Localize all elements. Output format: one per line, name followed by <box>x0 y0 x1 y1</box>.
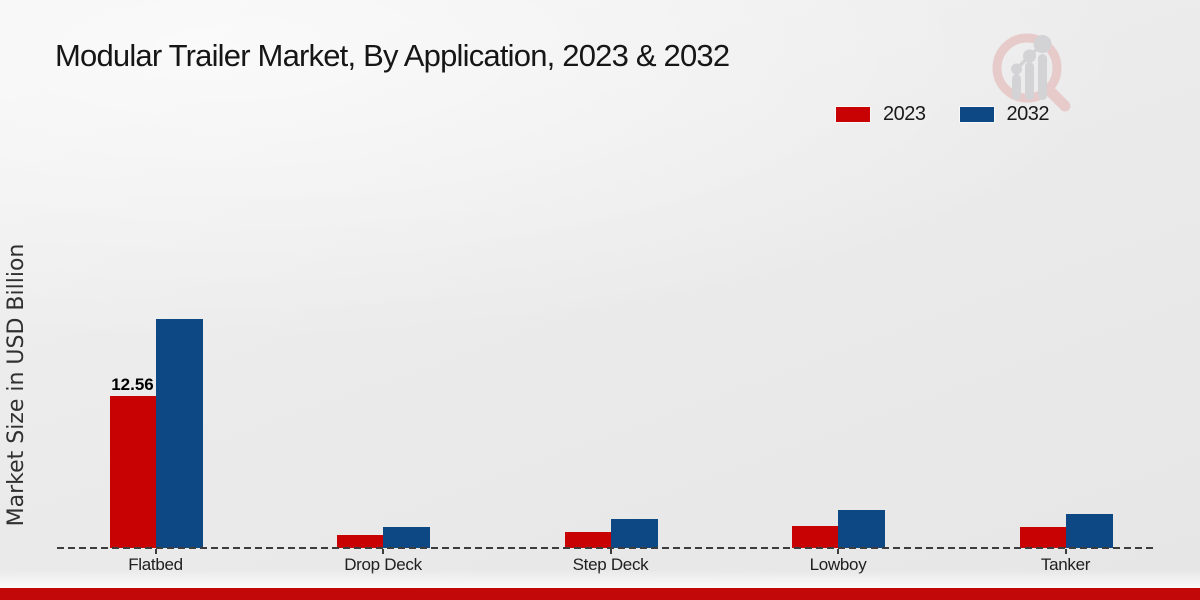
bar-2032-step-deck <box>610 519 658 548</box>
bar-2032-flatbed <box>155 319 203 548</box>
magnifier-bar-chart-logo-icon <box>992 33 1071 112</box>
legend-label-2032: 2032 <box>1006 103 1050 125</box>
category-label-drop-deck: Drop Deck <box>344 555 422 574</box>
x-axis-tick <box>609 549 612 554</box>
bar-2032-lowboy <box>838 510 885 548</box>
category-label-flatbed: Flatbed <box>128 555 183 574</box>
bar-2023-tanker <box>1019 527 1066 548</box>
legend-label-2023: 2023 <box>883 103 926 125</box>
x-axis-baseline <box>57 547 1157 549</box>
bar-2023-lowboy <box>792 526 838 548</box>
bar-2023-flatbed <box>109 396 156 548</box>
x-axis-tick <box>154 549 157 554</box>
bar-2023-step-deck <box>564 532 611 548</box>
bar-value-label: 12.56 <box>111 375 154 394</box>
legend-swatch-2032 <box>959 107 994 122</box>
x-axis-tick <box>837 549 839 554</box>
bar-2023-drop-deck <box>337 535 383 548</box>
legend: 2023 2032 <box>836 103 1049 126</box>
bar-2032-tanker <box>1065 514 1113 548</box>
brand-accent-bar <box>0 588 1200 600</box>
category-label-lowboy: Lowboy <box>809 555 867 574</box>
bar-2032-drop-deck <box>383 527 430 548</box>
category-label-step-deck: Step Deck <box>572 555 649 574</box>
x-axis-tick <box>382 549 384 554</box>
legend-swatch-2023 <box>836 107 870 122</box>
legend-item-2032: 2032 <box>959 103 1050 126</box>
legend-item-2023: 2023 <box>836 103 926 126</box>
category-label-tanker: Tanker <box>1040 555 1091 574</box>
x-axis-tick <box>1064 549 1067 554</box>
bottom-highlight-strip <box>0 570 1200 588</box>
chart-title: Modular Trailer Market, By Application, … <box>55 38 730 73</box>
